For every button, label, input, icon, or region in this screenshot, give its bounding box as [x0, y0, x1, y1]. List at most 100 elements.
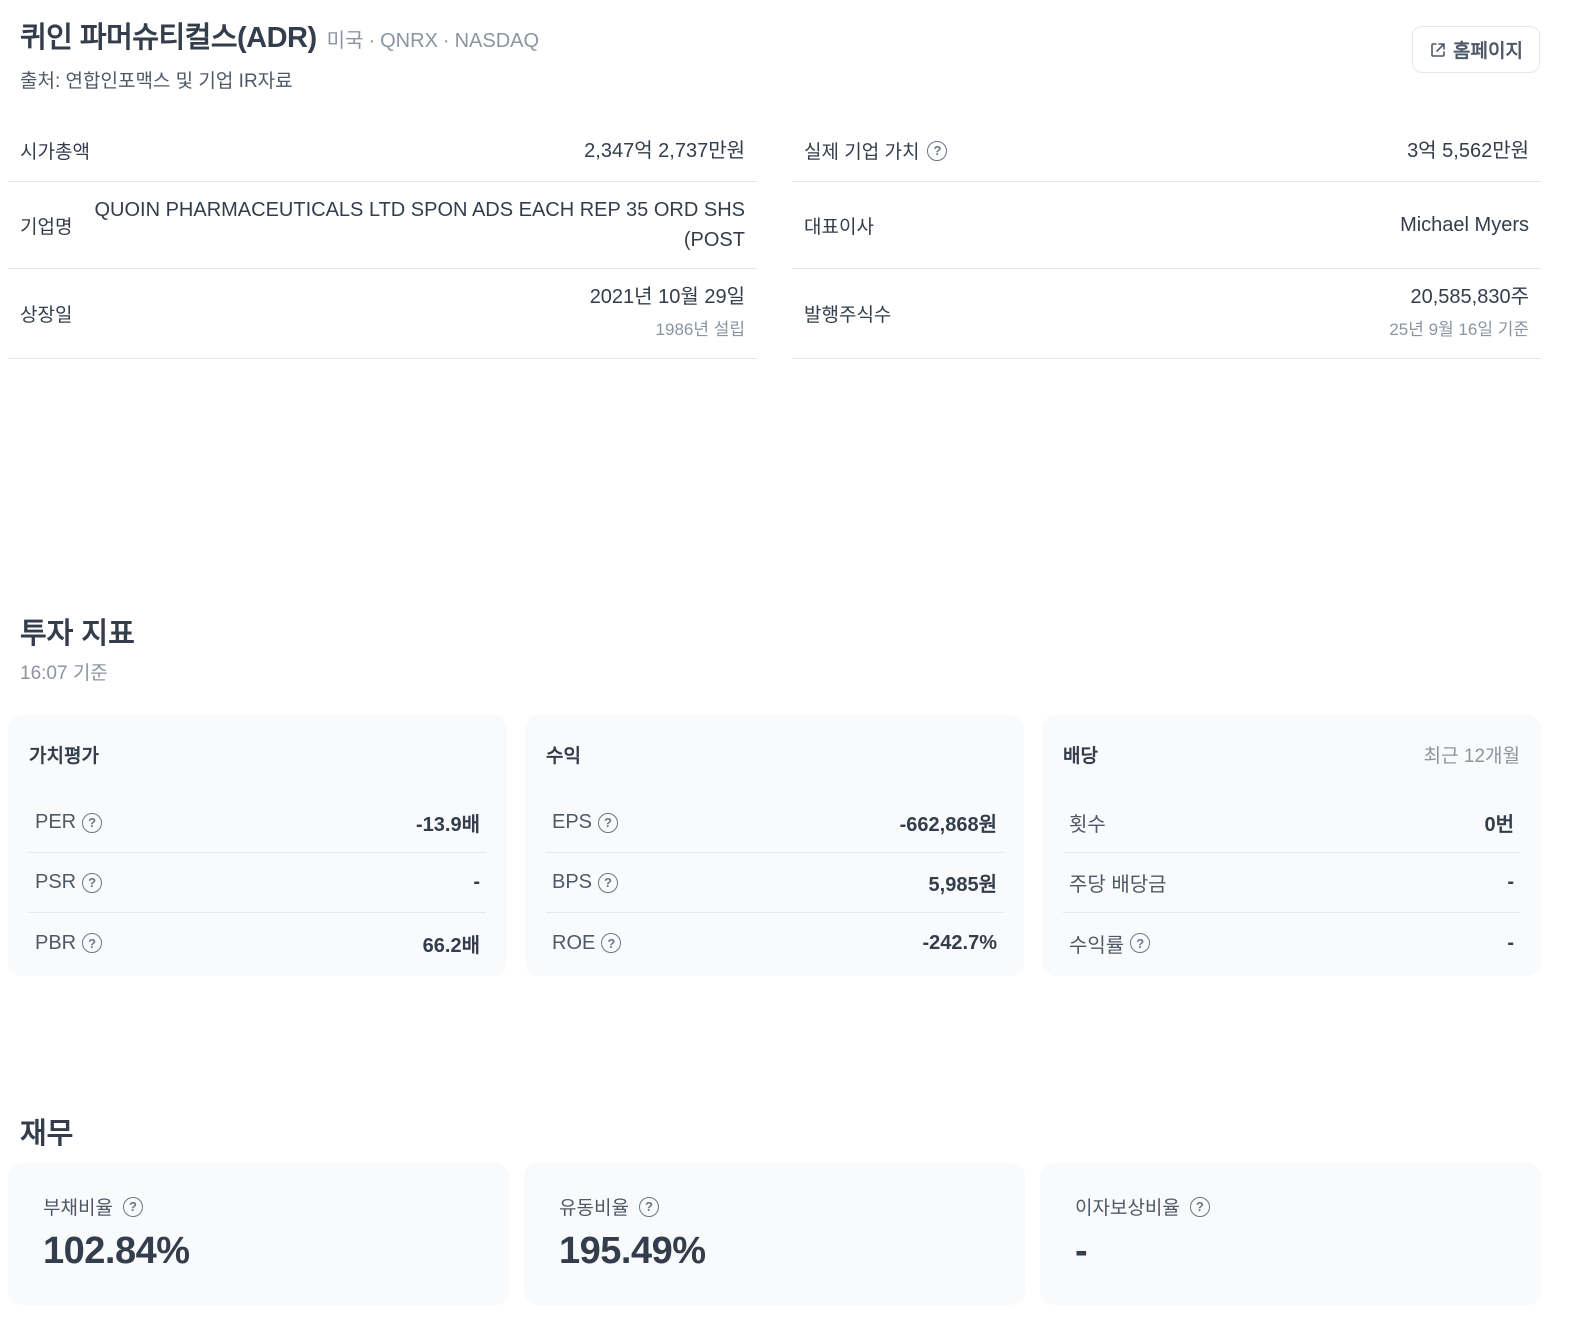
- info-subvalue: 25년 9월 16일 기준: [1389, 320, 1529, 339]
- help-icon[interactable]: ?: [598, 872, 619, 893]
- metric-label: 수익률?: [1069, 929, 1151, 958]
- metric-row-pbr: PBR? 66.2배: [29, 913, 486, 973]
- indicators-title: 투자 지표: [20, 618, 135, 650]
- info-label: 기업명: [20, 216, 73, 238]
- homepage-label: 홈페이지: [1453, 41, 1523, 62]
- info-label: 발행주식수: [804, 305, 892, 326]
- metric-label-text: EPS: [552, 811, 593, 833]
- help-icon[interactable]: ?: [598, 812, 619, 833]
- metric-row-dividend-per-share: 주당 배당금 -: [1063, 853, 1520, 913]
- info-value: 2021년 10월 29일: [589, 286, 745, 308]
- help-icon[interactable]: ?: [82, 812, 103, 833]
- metric-row-bps: BPS? 5,985원: [546, 853, 1003, 913]
- metric-row-roe: ROE? -242.7%: [546, 913, 1003, 973]
- help-icon[interactable]: ?: [1130, 933, 1151, 953]
- metric-value: 5,985원: [928, 874, 997, 896]
- help-icon[interactable]: ?: [82, 933, 103, 953]
- info-value: Michael Myers: [1400, 214, 1529, 236]
- metric-row-psr: PSR? -: [29, 853, 486, 913]
- metric-row-per: PER? -13.9배: [29, 793, 486, 853]
- external-link-icon: [1431, 42, 1445, 57]
- metric-value: -242.7%: [922, 931, 998, 954]
- metric-value: 66.2배: [422, 934, 480, 957]
- title-row: 퀴인 파머슈티컬스(ADR) 미국 · QNRX · NASDAQ: [20, 14, 539, 56]
- metric-label-text: BPS: [552, 871, 593, 893]
- ticker-label: QNRX: [380, 30, 438, 52]
- info-row-enterprise-value: 실제 기업 가치 ? 3억 5,562만원: [792, 120, 1541, 182]
- metric-label: PSR?: [35, 871, 103, 894]
- help-icon[interactable]: ?: [122, 1196, 143, 1217]
- metric-row-eps: EPS? -662,868원: [546, 793, 1003, 853]
- metric-label: PER?: [35, 811, 103, 834]
- fin-value: 102.84%: [43, 1230, 190, 1272]
- help-icon[interactable]: ?: [927, 140, 948, 161]
- metric-label: EPS?: [552, 811, 619, 834]
- info-value-group: 20,585,830주 25년 9월 16일 기준: [1389, 282, 1529, 345]
- fin-value: 195.49%: [559, 1230, 706, 1272]
- profit-card: 수익 EPS? -662,868원 BPS? 5,985원 ROE? -242.…: [525, 715, 1024, 976]
- card-title: 수익: [546, 745, 581, 767]
- info-label: 시가총액: [20, 142, 90, 163]
- metric-row-dividend-count: 횟수 0번: [1063, 793, 1520, 853]
- metric-label: PBR?: [35, 932, 103, 955]
- dividend-period: 최근 12개월: [1423, 745, 1520, 767]
- metric-label-text: PER: [35, 811, 77, 833]
- fin-label-text: 이자보상비율: [1075, 1198, 1180, 1219]
- metric-value: -662,868원: [899, 814, 997, 836]
- fin-value: -: [1075, 1230, 1088, 1272]
- stock-header: 퀴인 파머슈티컬스(ADR) 미국 · QNRX · NASDAQ 출처: 연합인포맥스…: [20, 14, 539, 93]
- metric-label-text: 주당 배당금: [1069, 874, 1167, 896]
- company-info-left: 시가총액 2,347억 2,737만원 기업명 QUOIN PHARMACEUT…: [8, 120, 757, 359]
- metric-label: ROE?: [552, 931, 622, 955]
- metric-label-text: PSR: [35, 871, 77, 893]
- company-info-right: 실제 기업 가치 ? 3억 5,562만원 대표이사 Michael Myers…: [792, 120, 1541, 359]
- info-value: 20,585,830주: [1410, 286, 1530, 308]
- info-row-ceo: 대표이사 Michael Myers: [792, 182, 1541, 269]
- finance-title: 재무: [20, 1118, 74, 1150]
- help-icon[interactable]: ?: [82, 872, 103, 893]
- fin-label-text: 부채비율: [43, 1198, 113, 1219]
- homepage-button[interactable]: 홈페이지: [1412, 26, 1540, 73]
- fin-label-text: 유동비율: [559, 1198, 629, 1219]
- card-header: 가치평가: [8, 715, 507, 793]
- help-icon[interactable]: ?: [1189, 1196, 1210, 1217]
- stock-meta: 미국 · QNRX · NASDAQ: [327, 24, 539, 53]
- card-rows: 횟수 0번 주당 배당금 - 수익률? -: [1042, 793, 1541, 973]
- metric-row-dividend-yield: 수익률? -: [1063, 913, 1520, 973]
- company-title: 퀴인 파머슈티컬스(ADR): [20, 22, 317, 54]
- info-label: 상장일: [20, 305, 73, 326]
- help-icon[interactable]: ?: [601, 933, 622, 953]
- info-value: 3억 5,562만원: [1407, 139, 1529, 162]
- info-value: QUOIN PHARMACEUTICALS LTD SPON ADS EACH …: [94, 199, 745, 251]
- valuation-card: 가치평가 PER? -13.9배 PSR? - PBR? 66.2배: [8, 715, 507, 976]
- metric-value: 0번: [1484, 814, 1514, 836]
- info-row-shares-outstanding: 발행주식수 20,585,830주 25년 9월 16일 기준: [792, 269, 1541, 359]
- info-value: 2,347억 2,737만원: [584, 139, 745, 162]
- card-title: 가치평가: [29, 745, 99, 767]
- debt-ratio-card: 부채비율 ? 102.84%: [8, 1163, 509, 1305]
- metric-value: -: [1507, 871, 1514, 893]
- exchange-label: NASDAQ: [454, 30, 540, 52]
- card-rows: PER? -13.9배 PSR? - PBR? 66.2배: [8, 793, 507, 973]
- metric-label-text: ROE: [552, 931, 596, 954]
- info-label: 실제 기업 가치 ?: [804, 137, 948, 164]
- country-label: 미국: [326, 30, 364, 52]
- current-ratio-card: 유동비율 ? 195.49%: [524, 1163, 1025, 1305]
- dividend-card: 배당 최근 12개월 횟수 0번 주당 배당금 - 수익률? -: [1042, 715, 1541, 976]
- card-header: 수익: [525, 715, 1024, 793]
- meta-separator: ·: [368, 30, 376, 52]
- metric-value: -: [473, 871, 480, 893]
- info-subvalue: 1986년 설립: [655, 320, 745, 339]
- indicators-timestamp: 16:07 기준: [20, 663, 108, 684]
- metric-label: BPS?: [552, 871, 619, 894]
- info-row-market-cap: 시가총액 2,347억 2,737만원: [8, 120, 757, 182]
- metric-label: 주당 배당금: [1069, 868, 1167, 897]
- card-header: 배당 최근 12개월: [1042, 715, 1541, 793]
- fin-label: 유동비율 ?: [559, 1193, 990, 1220]
- card-rows: EPS? -662,868원 BPS? 5,985원 ROE? -242.7%: [525, 793, 1024, 973]
- help-icon[interactable]: ?: [638, 1196, 659, 1217]
- info-row-listing-date: 상장일 2021년 10월 29일 1986년 설립: [8, 269, 757, 359]
- metric-label: 횟수: [1069, 808, 1106, 837]
- card-title: 배당: [1063, 745, 1098, 767]
- metric-label-text: 수익률: [1069, 934, 1125, 957]
